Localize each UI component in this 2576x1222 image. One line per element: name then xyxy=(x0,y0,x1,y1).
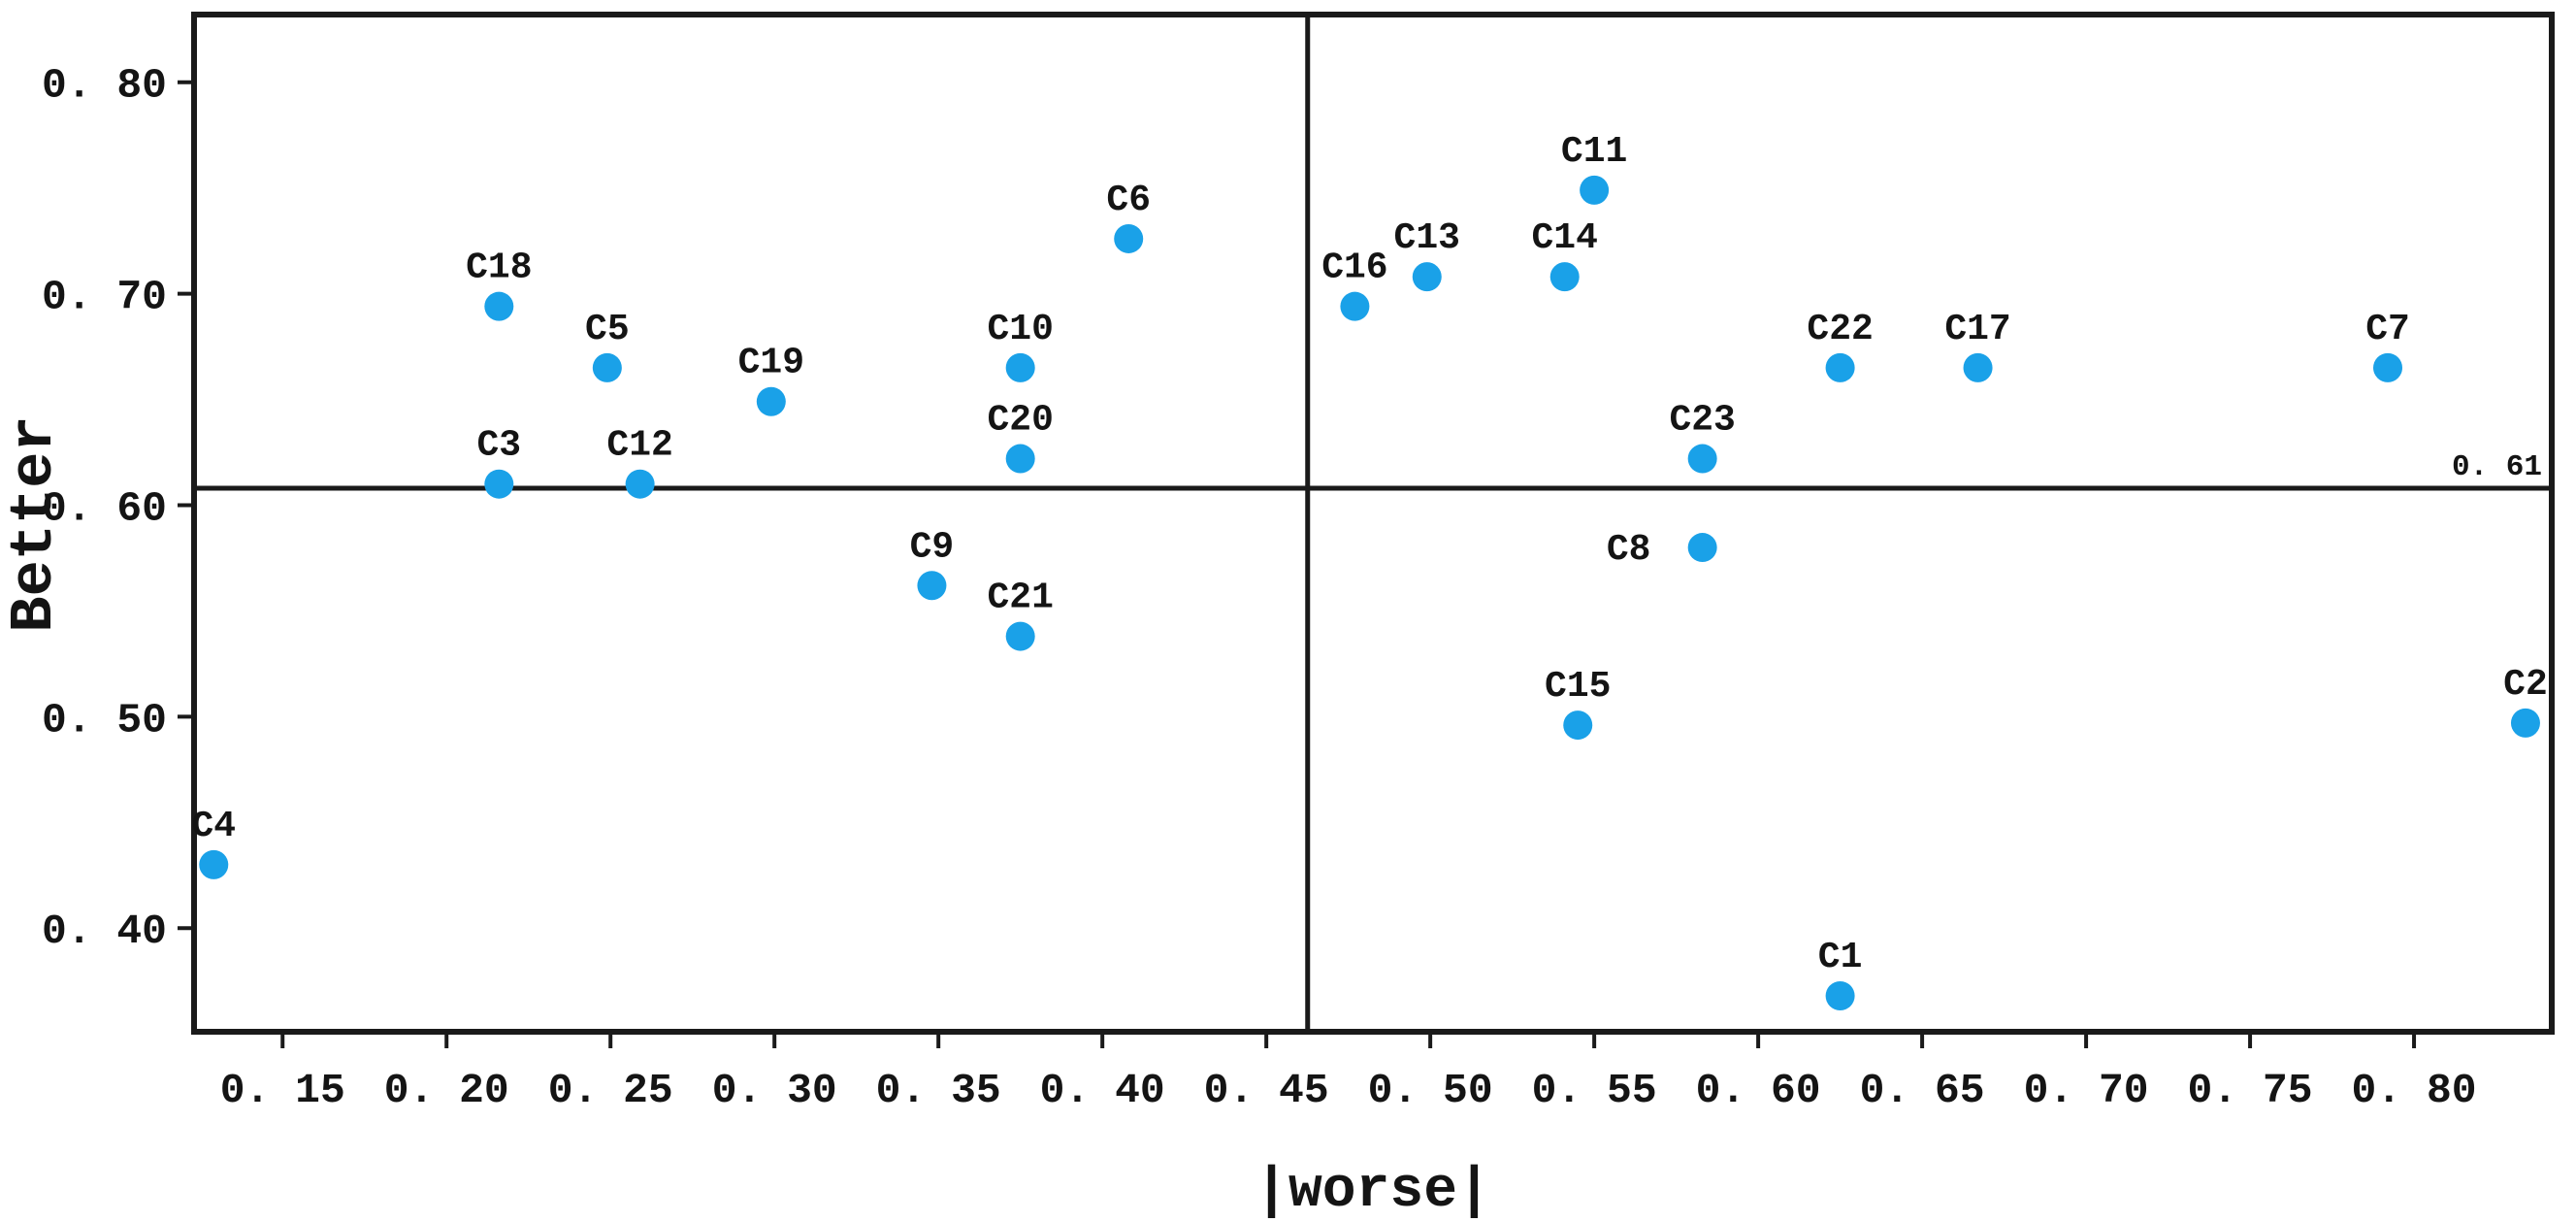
data-point-label-C18: C18 xyxy=(466,248,532,289)
plot-border xyxy=(191,12,2555,1035)
data-point-label-C19: C19 xyxy=(738,343,804,384)
data-point-C3 xyxy=(484,469,514,499)
data-point-label-C6: C6 xyxy=(1106,180,1151,221)
data-point-label-C13: C13 xyxy=(1394,217,1460,259)
data-point-C7 xyxy=(2373,352,2403,382)
data-point-C18 xyxy=(484,291,514,321)
data-point-C10 xyxy=(1005,352,1035,382)
data-point-C20 xyxy=(1005,444,1035,474)
data-point-label-C12: C12 xyxy=(606,425,672,467)
data-point-C11 xyxy=(1580,175,1610,205)
data-point-label-C5: C5 xyxy=(585,309,630,350)
data-point-label-C4: C4 xyxy=(191,806,236,847)
data-point-C19 xyxy=(756,386,786,416)
data-point-label-C20: C20 xyxy=(987,400,1053,442)
x-axis-tick-label: 0. 70 xyxy=(2024,1067,2149,1114)
data-point-label-C10: C10 xyxy=(987,309,1053,350)
x-axis-tick-label: 0. 30 xyxy=(712,1067,837,1114)
x-axis-tick-label: 0. 20 xyxy=(384,1067,509,1114)
y-axis-label: Better xyxy=(0,415,69,632)
data-point-label-C7: C7 xyxy=(2365,309,2410,350)
data-point-label-C23: C23 xyxy=(1669,400,1735,442)
data-point-C16 xyxy=(1340,291,1370,321)
data-point-C6 xyxy=(1114,223,1144,253)
data-point-label-C16: C16 xyxy=(1321,248,1387,289)
data-point-C12 xyxy=(625,469,655,499)
data-point-label-C21: C21 xyxy=(987,578,1053,619)
x-axis-tick-label: 0. 45 xyxy=(1204,1067,1329,1114)
data-point-C17 xyxy=(1963,352,1993,382)
x-axis-tick-label: 0. 40 xyxy=(1040,1067,1165,1114)
data-point-C4 xyxy=(199,849,229,879)
data-point-label-C11: C11 xyxy=(1561,131,1627,173)
plot-layer: 0. 15 0. 20 0. 25 0. 30 0. 35 0. 40 0. 45 0. 50… xyxy=(42,12,2555,1114)
data-point-C1 xyxy=(1825,980,1855,1010)
data-point-label-C1: C1 xyxy=(1818,937,1863,978)
data-point-C21 xyxy=(1005,621,1035,651)
data-point-label-C2: C2 xyxy=(2503,664,2548,706)
data-point-C13 xyxy=(1412,262,1442,292)
data-point-label-C14: C14 xyxy=(1532,217,1598,259)
y-axis-tick-label: 0. 40 xyxy=(42,908,167,955)
y-axis-tick-label: 0. 80 xyxy=(42,62,167,110)
y-axis-tick-label: 0. 70 xyxy=(42,274,167,321)
x-axis-tick-label: 0. 25 xyxy=(548,1067,673,1114)
data-point-C22 xyxy=(1825,352,1855,382)
data-point-C5 xyxy=(592,352,622,382)
data-point-C8 xyxy=(1687,533,1717,563)
x-axis-tick-label: 0. 15 xyxy=(220,1067,345,1114)
data-point-label-C22: C22 xyxy=(1807,309,1873,350)
x-axis-label: |worse| xyxy=(1255,1160,1491,1222)
threshold-value-label: 0. 61 xyxy=(2452,450,2542,484)
y-axis-tick-label: 0. 50 xyxy=(42,696,167,743)
data-point-label-C8: C8 xyxy=(1607,529,1651,571)
y-axis-tick-label: 0. 60 xyxy=(42,484,167,532)
x-axis-tick-label: 0. 75 xyxy=(2188,1067,2313,1114)
data-point-C2 xyxy=(2510,708,2540,738)
x-axis-tick-label: 0. 50 xyxy=(1368,1067,1493,1114)
x-axis-tick-label: 0. 35 xyxy=(876,1067,1001,1114)
x-axis-tick-label: 0. 55 xyxy=(1532,1067,1657,1114)
data-point-label-C9: C9 xyxy=(910,526,955,568)
data-point-C14 xyxy=(1549,262,1580,292)
x-axis-tick-label: 0. 80 xyxy=(2352,1067,2477,1114)
x-axis-tick-label: 0. 65 xyxy=(1860,1067,1985,1114)
data-point-C9 xyxy=(917,571,947,601)
data-point-label-C17: C17 xyxy=(1944,309,2010,350)
x-axis-tick-label: 0. 60 xyxy=(1696,1067,1821,1114)
data-point-label-C15: C15 xyxy=(1545,666,1611,708)
data-point-C15 xyxy=(1563,710,1593,741)
data-point-C23 xyxy=(1687,444,1717,474)
data-point-label-C3: C3 xyxy=(477,425,522,467)
